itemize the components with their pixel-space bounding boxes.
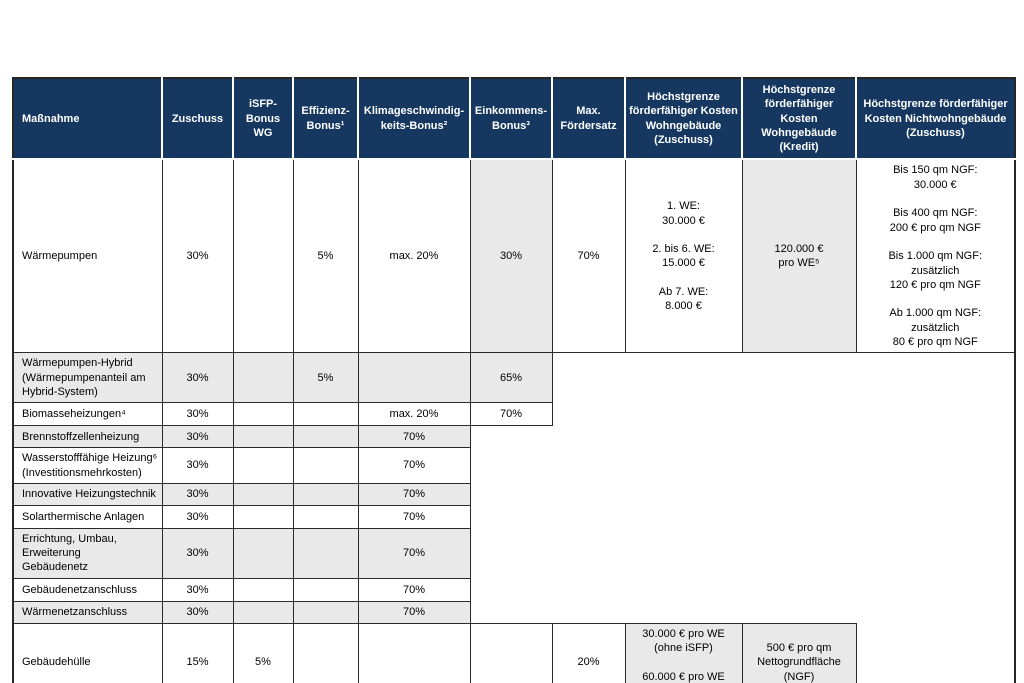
cell-gebaeudehuelle-isfp-bonus-wg: 5%	[232, 622, 294, 683]
table-row-waermepumpen: Wärmepumpen 30% 5% max. 20% 30% 70% 1. WE: 30.…	[12, 158, 1016, 354]
cell-gebaeudenetz-errichtung-isfp-bonus-wg	[232, 527, 294, 579]
table-row-gebaeudenetzanschluss: Gebäudenetzanschluss 30% 70%	[12, 577, 1015, 602]
cell-waermepumpen-effizienz-bonus: 5%	[292, 158, 359, 354]
cell-waermepumpen-hybrid-isfp-bonus-wg	[232, 352, 294, 404]
cell-gebaeudehuelle-hoechstgrenze-wg-zuschuss: 30.000 € pro WE (ohne iSFP) 60.000 € pro…	[624, 622, 743, 683]
cell-solarthermische-anlagen-massnahme: Solarthermische Anlagen	[12, 504, 163, 529]
cell-brennstoffzellenheizung-effizienz-bonus	[292, 425, 359, 449]
table-row-gebaeudenetz-errichtung: Errichtung, Umbau, Erweiterung Gebäudene…	[12, 527, 1015, 579]
cell-gebaeudenetzanschluss-zuschuss: 30%	[161, 577, 234, 602]
cell-brennstoffzellenheizung-zuschuss: 30%	[161, 425, 234, 449]
cell-innovative-heizungstechnik-effizienz-bonus	[292, 482, 359, 506]
cell-gebaeudenetz-errichtung-effizienz-bonus	[292, 527, 359, 579]
cell-gebaeudehuelle-effizienz-bonus	[292, 622, 359, 683]
cell-innovative-heizungstechnik-isfp-bonus-wg	[232, 482, 294, 506]
table-row-biomasseheizungen: Biomasseheizungen⁴ 30% max. 20% 70%	[12, 402, 1015, 427]
cell-wasserstofffaehige-heizung-massnahme: Wasserstofffähige Heizung⁶ (Investitions…	[12, 447, 163, 484]
cell-biomasseheizungen-effizienz-bonus	[292, 402, 359, 427]
cell-brennstoffzellenheizung-isfp-bonus-wg	[232, 425, 294, 449]
column-header-effizienz-bonus: Effizienz- Bonus¹	[293, 78, 359, 161]
header-row: Maßnahme Zuschuss iSFP- Bonus WG Effizienz-…	[13, 78, 1016, 161]
table-row-wasserstofffaehige-heizung: Wasserstofffähige Heizung⁶ (Investitions…	[12, 447, 1015, 484]
table-body: Wärmepumpen 30% 5% max. 20% 30% 70% 1. WE: 30.…	[12, 158, 1016, 683]
cell-waermenetzanschluss-isfp-bonus-wg	[232, 600, 294, 624]
cell-wasserstofffaehige-heizung-effizienz-bonus	[292, 447, 359, 484]
cell-waermepumpen-hybrid-klimageschwindigkeits-bonus	[357, 352, 471, 404]
beg-funding-table: Maßnahme Zuschuss iSFP- Bonus WG Effizienz-…	[12, 77, 1016, 683]
column-header-einkommens-bonus: Einkommens- Bonus³	[470, 78, 553, 161]
cell-waermepumpen-hybrid-effizienz-bonus: 5%	[292, 352, 359, 404]
column-header-zuschuss: Zuschuss	[162, 78, 234, 161]
cell-waermepumpen-einkommens-bonus: 30%	[469, 158, 553, 354]
table-row-brennstoffzellenheizung: Brennstoffzellenheizung 30% 70%	[12, 425, 1015, 449]
cell-gebaeudehuelle-klimageschwindigkeits-bonus	[357, 622, 471, 683]
table-row-waermepumpen-hybrid: Wärmepumpen-Hybrid (Wärmepumpenanteil am…	[12, 352, 1015, 404]
cell-innovative-heizungstechnik-massnahme: Innovative Heizungstechnik	[12, 482, 163, 506]
table-row-waermenetzanschluss: Wärmenetzanschluss 30% 70%	[12, 600, 1015, 624]
cell-wasserstofffaehige-heizung-max-foerdersatz: 70%	[357, 447, 471, 484]
cell-solarthermische-anlagen-max-foerdersatz: 70%	[357, 504, 471, 529]
cell-waermepumpen-hoechstgrenze-wg-kredit: 120.000 € pro WE⁵	[741, 158, 857, 354]
cell-brennstoffzellenheizung-massnahme: Brennstoffzellenheizung	[12, 425, 163, 449]
cell-waermepumpen-hybrid-massnahme: Wärmepumpen-Hybrid (Wärmepumpenanteil am…	[12, 352, 163, 404]
cell-gebaeudenetz-errichtung-massnahme: Errichtung, Umbau, Erweiterung Gebäudene…	[12, 527, 163, 579]
cell-solarthermische-anlagen-effizienz-bonus	[292, 504, 359, 529]
cell-waermepumpen-max-foerdersatz: 70%	[551, 158, 626, 354]
cell-waermepumpen-zuschuss: 30%	[161, 158, 234, 354]
column-header-max-foerdersatz: Max. Fördersatz	[552, 78, 626, 161]
cell-waermenetzanschluss-massnahme: Wärmenetzanschluss	[12, 600, 163, 624]
cell-gebaeudehuelle-zuschuss: 15%	[161, 622, 234, 683]
table-header: Maßnahme Zuschuss iSFP- Bonus WG Effizienz-…	[13, 78, 1016, 161]
cell-wasserstofffaehige-heizung-isfp-bonus-wg	[232, 447, 294, 484]
table-row-gebaeudehuelle: Gebäudehülle 15% 5% 20% 30.000 € pro WE (ohn…	[12, 622, 1015, 683]
cell-gebaeudenetzanschluss-massnahme: Gebäudenetzanschluss	[12, 577, 163, 602]
funding-table-container: Maßnahme Zuschuss iSFP- Bonus WG Effizienz-…	[12, 77, 1016, 683]
cell-gebaeudehuelle-max-foerdersatz: 20%	[551, 622, 626, 683]
cell-waermepumpen-klimageschwindigkeits-bonus: max. 20%	[357, 158, 471, 354]
cell-waermepumpen-hoechstgrenze-wg-zuschuss: 1. WE: 30.000 € 2. bis 6. WE: 15.000 € A…	[624, 158, 743, 354]
cell-biomasseheizungen-zuschuss: 30%	[161, 402, 234, 427]
column-header-massnahme: Maßnahme	[13, 78, 163, 161]
cell-solarthermische-anlagen-isfp-bonus-wg	[232, 504, 294, 529]
column-header-isfp-bonus-wg: iSFP- Bonus WG	[233, 78, 294, 161]
cell-innovative-heizungstechnik-max-foerdersatz: 70%	[357, 482, 471, 506]
cell-biomasseheizungen-massnahme: Biomasseheizungen⁴	[12, 402, 163, 427]
table-row-innovative-heizungstechnik: Innovative Heizungstechnik 30% 70%	[12, 482, 1015, 506]
cell-gebaeudehuelle-massnahme: Gebäudehülle	[12, 622, 163, 683]
cell-waermepumpen-hybrid-zuschuss: 30%	[161, 352, 234, 404]
cell-waermenetzanschluss-effizienz-bonus	[292, 600, 359, 624]
cell-gebaeudenetz-errichtung-max-foerdersatz: 70%	[357, 527, 471, 579]
table-row-solarthermische-anlagen: Solarthermische Anlagen 30% 70%	[12, 504, 1015, 529]
cell-innovative-heizungstechnik-zuschuss: 30%	[161, 482, 234, 506]
cell-gebaeudenetzanschluss-isfp-bonus-wg	[232, 577, 294, 602]
cell-waermepumpen-hoechstgrenze-nwg-zuschuss: Bis 150 qm NGF: 30.000 € Bis 400 qm NGF:…	[855, 158, 1016, 354]
cell-wasserstofffaehige-heizung-zuschuss: 30%	[161, 447, 234, 484]
cell-biomasseheizungen-isfp-bonus-wg	[232, 402, 294, 427]
cell-biomasseheizungen-klimageschwindigkeits-bonus: max. 20%	[357, 402, 471, 427]
cell-waermepumpen-massnahme: Wärmepumpen	[12, 158, 163, 354]
cell-biomasseheizungen-max-foerdersatz: 70%	[469, 402, 553, 427]
cell-waermepumpen-hybrid-max-foerdersatz: 65%	[469, 352, 553, 404]
column-header-hoechstgrenze-wg-zuschuss: Höchstgrenze förderfähiger Kosten Wohnge…	[625, 78, 743, 161]
cell-gebaeudenetzanschluss-max-foerdersatz: 70%	[357, 577, 471, 602]
cell-waermenetzanschluss-max-foerdersatz: 70%	[357, 600, 471, 624]
cell-waermenetzanschluss-zuschuss: 30%	[161, 600, 234, 624]
cell-gebaeudenetzanschluss-effizienz-bonus	[292, 577, 359, 602]
cell-gebaeudenetz-errichtung-zuschuss: 30%	[161, 527, 234, 579]
column-header-klimageschwindigkeits-bonus: Klimageschwindig- keits-Bonus²	[358, 78, 471, 161]
cell-solarthermische-anlagen-zuschuss: 30%	[161, 504, 234, 529]
cell-gebaeudehuelle-hoechstgrenze-nwg-zuschuss: 500 € pro qm Nettogrundfläche (NGF)	[741, 622, 857, 683]
column-header-hoechstgrenze-wg-kredit: Höchstgrenze förderfähiger Kosten Wohnge…	[742, 78, 857, 161]
column-header-hoechstgrenze-nwg-zuschuss: Höchstgrenze förderfähiger Kosten Nichtw…	[856, 78, 1016, 161]
cell-gebaeudehuelle-einkommens-bonus	[469, 622, 553, 683]
cell-brennstoffzellenheizung-max-foerdersatz: 70%	[357, 425, 471, 449]
cell-waermepumpen-isfp-bonus-wg	[232, 158, 294, 354]
